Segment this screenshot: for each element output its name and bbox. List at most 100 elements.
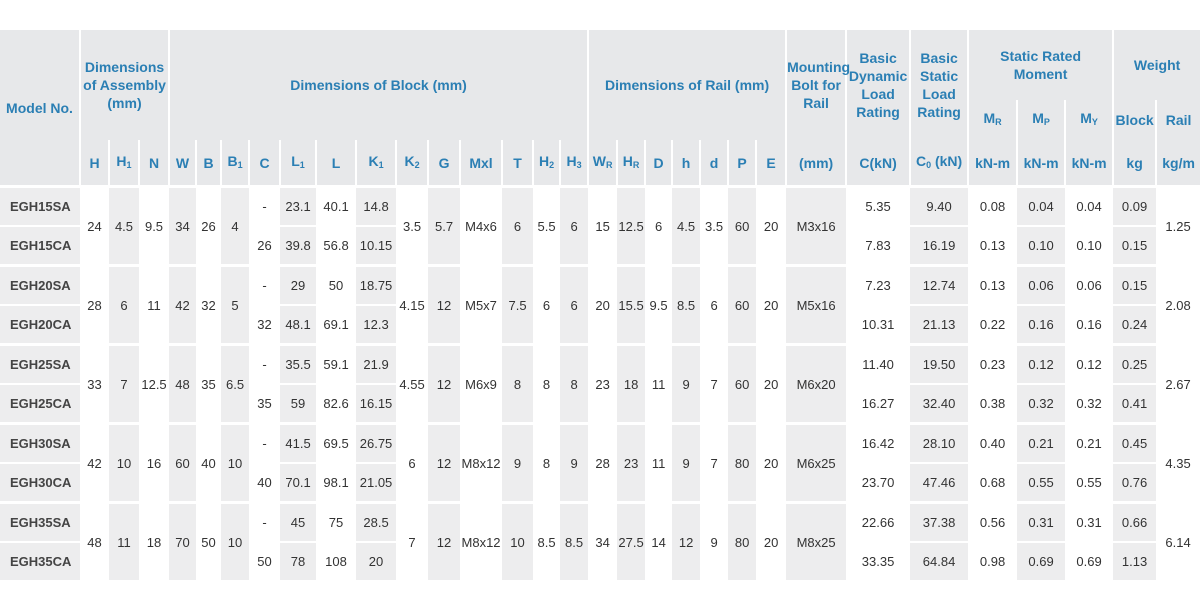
table-row: EGH35SA 48 11 18 70 50 10-45 75 28.5 7 12 M8x12 10 8.…: [0, 501, 1200, 580]
cell: 0.04: [1017, 185, 1066, 227]
symbol: M: [1032, 110, 1044, 126]
shared-cell: 8.5: [560, 501, 589, 580]
shared-cell: 48: [80, 501, 109, 580]
cell: 0.21: [1017, 422, 1066, 464]
shared-cell: 24: [80, 185, 109, 266]
shared-cell: 20: [756, 422, 787, 503]
cell: 14.8: [356, 185, 397, 227]
cell: 0.21: [1065, 422, 1114, 464]
shared-cell: M6x9: [460, 343, 503, 424]
column-header: B1: [220, 140, 250, 187]
model-cell: EGH20CA: [0, 305, 80, 345]
shared-cell: 1.25: [1156, 185, 1200, 266]
column-header: C(kN): [845, 140, 911, 187]
shared-cell: 23: [617, 422, 646, 503]
assembly-header: Dimensions of Assembly (mm): [78, 30, 170, 140]
shared-cell: 6.5: [221, 343, 250, 424]
cell: 0.04: [1065, 185, 1114, 227]
symbol: B: [227, 152, 238, 169]
cell: 0.69: [1017, 542, 1066, 580]
shared-cell: 8: [533, 343, 561, 424]
cell: 16.19: [910, 226, 969, 266]
moment-symbol: MP: [1016, 100, 1066, 140]
shared-cell: 34: [169, 185, 197, 266]
shared-cell: 4.5: [109, 185, 139, 266]
cell: 18.75: [356, 264, 397, 306]
cell: 0.06: [1065, 264, 1114, 306]
shared-cell: 8: [502, 343, 534, 424]
cell: 21.05: [356, 463, 397, 503]
cell: 28.5: [356, 501, 397, 543]
shared-cell: 28: [588, 422, 618, 503]
column-header: HR: [616, 140, 646, 187]
shared-cell: 48: [169, 343, 197, 424]
weight-part: Block: [1112, 100, 1157, 140]
column-header: B: [195, 140, 222, 187]
symbol: H: [538, 152, 550, 169]
cell: 0.23: [968, 343, 1018, 385]
column-header: D: [644, 140, 673, 187]
cell: 37.38: [910, 501, 969, 543]
cell: 39.8: [280, 226, 317, 266]
model-cell: EGH15SA: [0, 185, 80, 227]
column-header: L1: [279, 140, 317, 187]
subscript: R: [995, 117, 1002, 127]
cell: 0.45: [1113, 422, 1157, 464]
cell: 35: [249, 384, 281, 424]
shared-cell: 6: [645, 185, 673, 266]
shared-cell: 11: [139, 264, 170, 345]
model-header: Model No.: [0, 30, 80, 187]
suffix: (kN): [931, 152, 963, 169]
shared-cell: 6: [109, 264, 139, 345]
shared-cell: M5x16: [786, 264, 847, 345]
cell: 59: [280, 384, 317, 424]
column-header: K1: [355, 140, 397, 187]
cell: 0.10: [1065, 226, 1114, 266]
cell: 35.5: [280, 343, 317, 385]
column-header: kg: [1112, 140, 1157, 187]
subscript: 0: [926, 159, 932, 170]
cell: 41.5: [280, 422, 317, 464]
header-row: Model No. Dimensions of Assembly (mm) Di…: [0, 30, 1200, 187]
cell: 75: [316, 501, 357, 543]
shared-cell: 20: [756, 264, 787, 345]
symbol: M: [1080, 110, 1092, 126]
cell: 69.5: [316, 422, 357, 464]
shared-cell: 8.5: [672, 264, 701, 345]
subscript: 3: [576, 159, 582, 170]
column-header: G: [427, 140, 461, 187]
shared-cell: 12: [672, 501, 701, 580]
subscript: R: [605, 159, 613, 170]
cell: 10.15: [356, 226, 397, 266]
shared-cell: 60: [728, 264, 757, 345]
model-cell: EGH25SA: [0, 343, 80, 385]
shared-cell: 70: [169, 501, 197, 580]
cell: 21.13: [910, 305, 969, 345]
shared-cell: 32: [196, 264, 222, 345]
cell: 28.10: [910, 422, 969, 464]
shared-cell: 12: [428, 264, 461, 345]
shared-cell: 8: [560, 343, 589, 424]
shared-cell: 15: [588, 185, 618, 266]
shared-cell: 6: [560, 185, 589, 266]
cell: 0.16: [1065, 305, 1114, 345]
cell: 82.6: [316, 384, 357, 424]
shared-cell: 9: [502, 422, 534, 503]
cell: 0.76: [1113, 463, 1157, 503]
shared-cell: 20: [588, 264, 618, 345]
symbol: W: [592, 152, 606, 169]
cell: 45: [280, 501, 317, 543]
table-row: EGH20CA 32 48.1 69.1 12.3 10.31 21.13 0.22 0.16 0…: [0, 305, 1200, 345]
column-header: h: [671, 140, 701, 187]
cell: 40.1: [316, 185, 357, 227]
shared-cell: 11: [109, 501, 139, 580]
cell: 69.1: [316, 305, 357, 345]
cell: 0.32: [1065, 384, 1114, 424]
table-row: EGH20SA 28 6 11 42 32 5-29 50 18.75 4.15 12 M5x7 7.5…: [0, 264, 1200, 345]
shared-cell: 10: [502, 501, 534, 580]
cell: 32.40: [910, 384, 969, 424]
cell: 0.40: [968, 422, 1018, 464]
cell: 29: [280, 264, 317, 306]
table-row: EGH30CA 40 70.1 98.1 21.05 23.70 47.46 0.68 0.55…: [0, 463, 1200, 503]
shared-cell: M8x25: [786, 501, 847, 580]
